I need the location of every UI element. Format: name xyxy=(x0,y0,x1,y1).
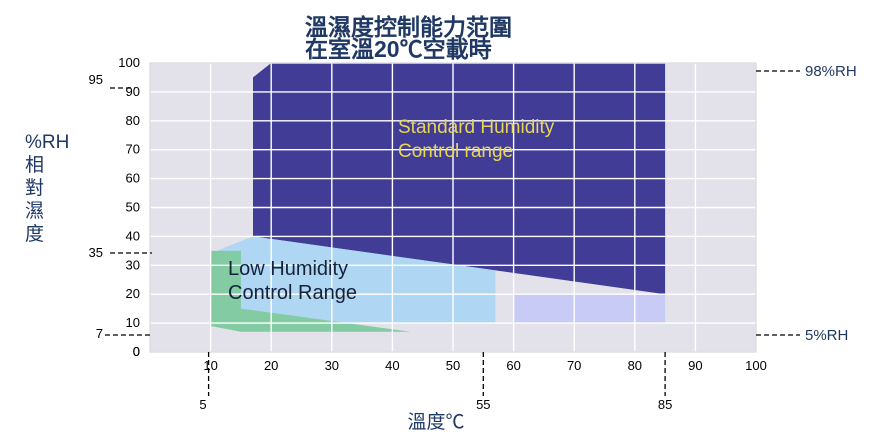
svg-text:20: 20 xyxy=(126,286,140,301)
svg-text:95: 95 xyxy=(89,72,103,87)
svg-text:90: 90 xyxy=(688,358,702,373)
svg-text:70: 70 xyxy=(126,142,140,157)
svg-text:85: 85 xyxy=(658,397,672,412)
svg-text:100: 100 xyxy=(118,55,140,70)
svg-text:80: 80 xyxy=(126,113,140,128)
svg-text:50: 50 xyxy=(446,358,460,373)
svg-text:10: 10 xyxy=(126,315,140,330)
svg-text:0: 0 xyxy=(133,344,140,359)
svg-text:30: 30 xyxy=(325,358,339,373)
svg-text:55: 55 xyxy=(476,397,490,412)
svg-text:10: 10 xyxy=(203,358,217,373)
svg-text:70: 70 xyxy=(567,358,581,373)
svg-text:7: 7 xyxy=(96,326,103,341)
svg-text:98%RH: 98%RH xyxy=(805,63,857,80)
svg-text:50: 50 xyxy=(126,200,140,215)
svg-text:相: 相 xyxy=(25,154,44,176)
svg-text:度: 度 xyxy=(25,223,44,245)
svg-text:80: 80 xyxy=(628,358,642,373)
svg-text:5: 5 xyxy=(199,397,206,412)
svg-text:溫度℃: 溫度℃ xyxy=(407,411,464,433)
svg-text:濕: 濕 xyxy=(25,200,44,222)
svg-text:35: 35 xyxy=(89,245,103,260)
svg-text:60: 60 xyxy=(506,358,520,373)
svg-text:Control range: Control range xyxy=(398,141,513,162)
svg-text:30: 30 xyxy=(126,257,140,272)
svg-text:20: 20 xyxy=(264,358,278,373)
svg-text:90: 90 xyxy=(126,84,140,99)
svg-text:Standard Humidity: Standard Humidity xyxy=(398,117,555,138)
svg-text:40: 40 xyxy=(385,358,399,373)
svg-text:40: 40 xyxy=(126,228,140,243)
svg-text:Low Humidity: Low Humidity xyxy=(228,258,348,280)
svg-text:對: 對 xyxy=(25,177,44,199)
svg-text:在室溫20℃空載時: 在室溫20℃空載時 xyxy=(305,36,492,62)
svg-text:5%RH: 5%RH xyxy=(805,327,848,344)
svg-text:%RH: %RH xyxy=(25,132,69,153)
svg-text:100: 100 xyxy=(745,358,767,373)
svg-text:60: 60 xyxy=(126,171,140,186)
svg-text:Control Range: Control Range xyxy=(228,282,357,304)
